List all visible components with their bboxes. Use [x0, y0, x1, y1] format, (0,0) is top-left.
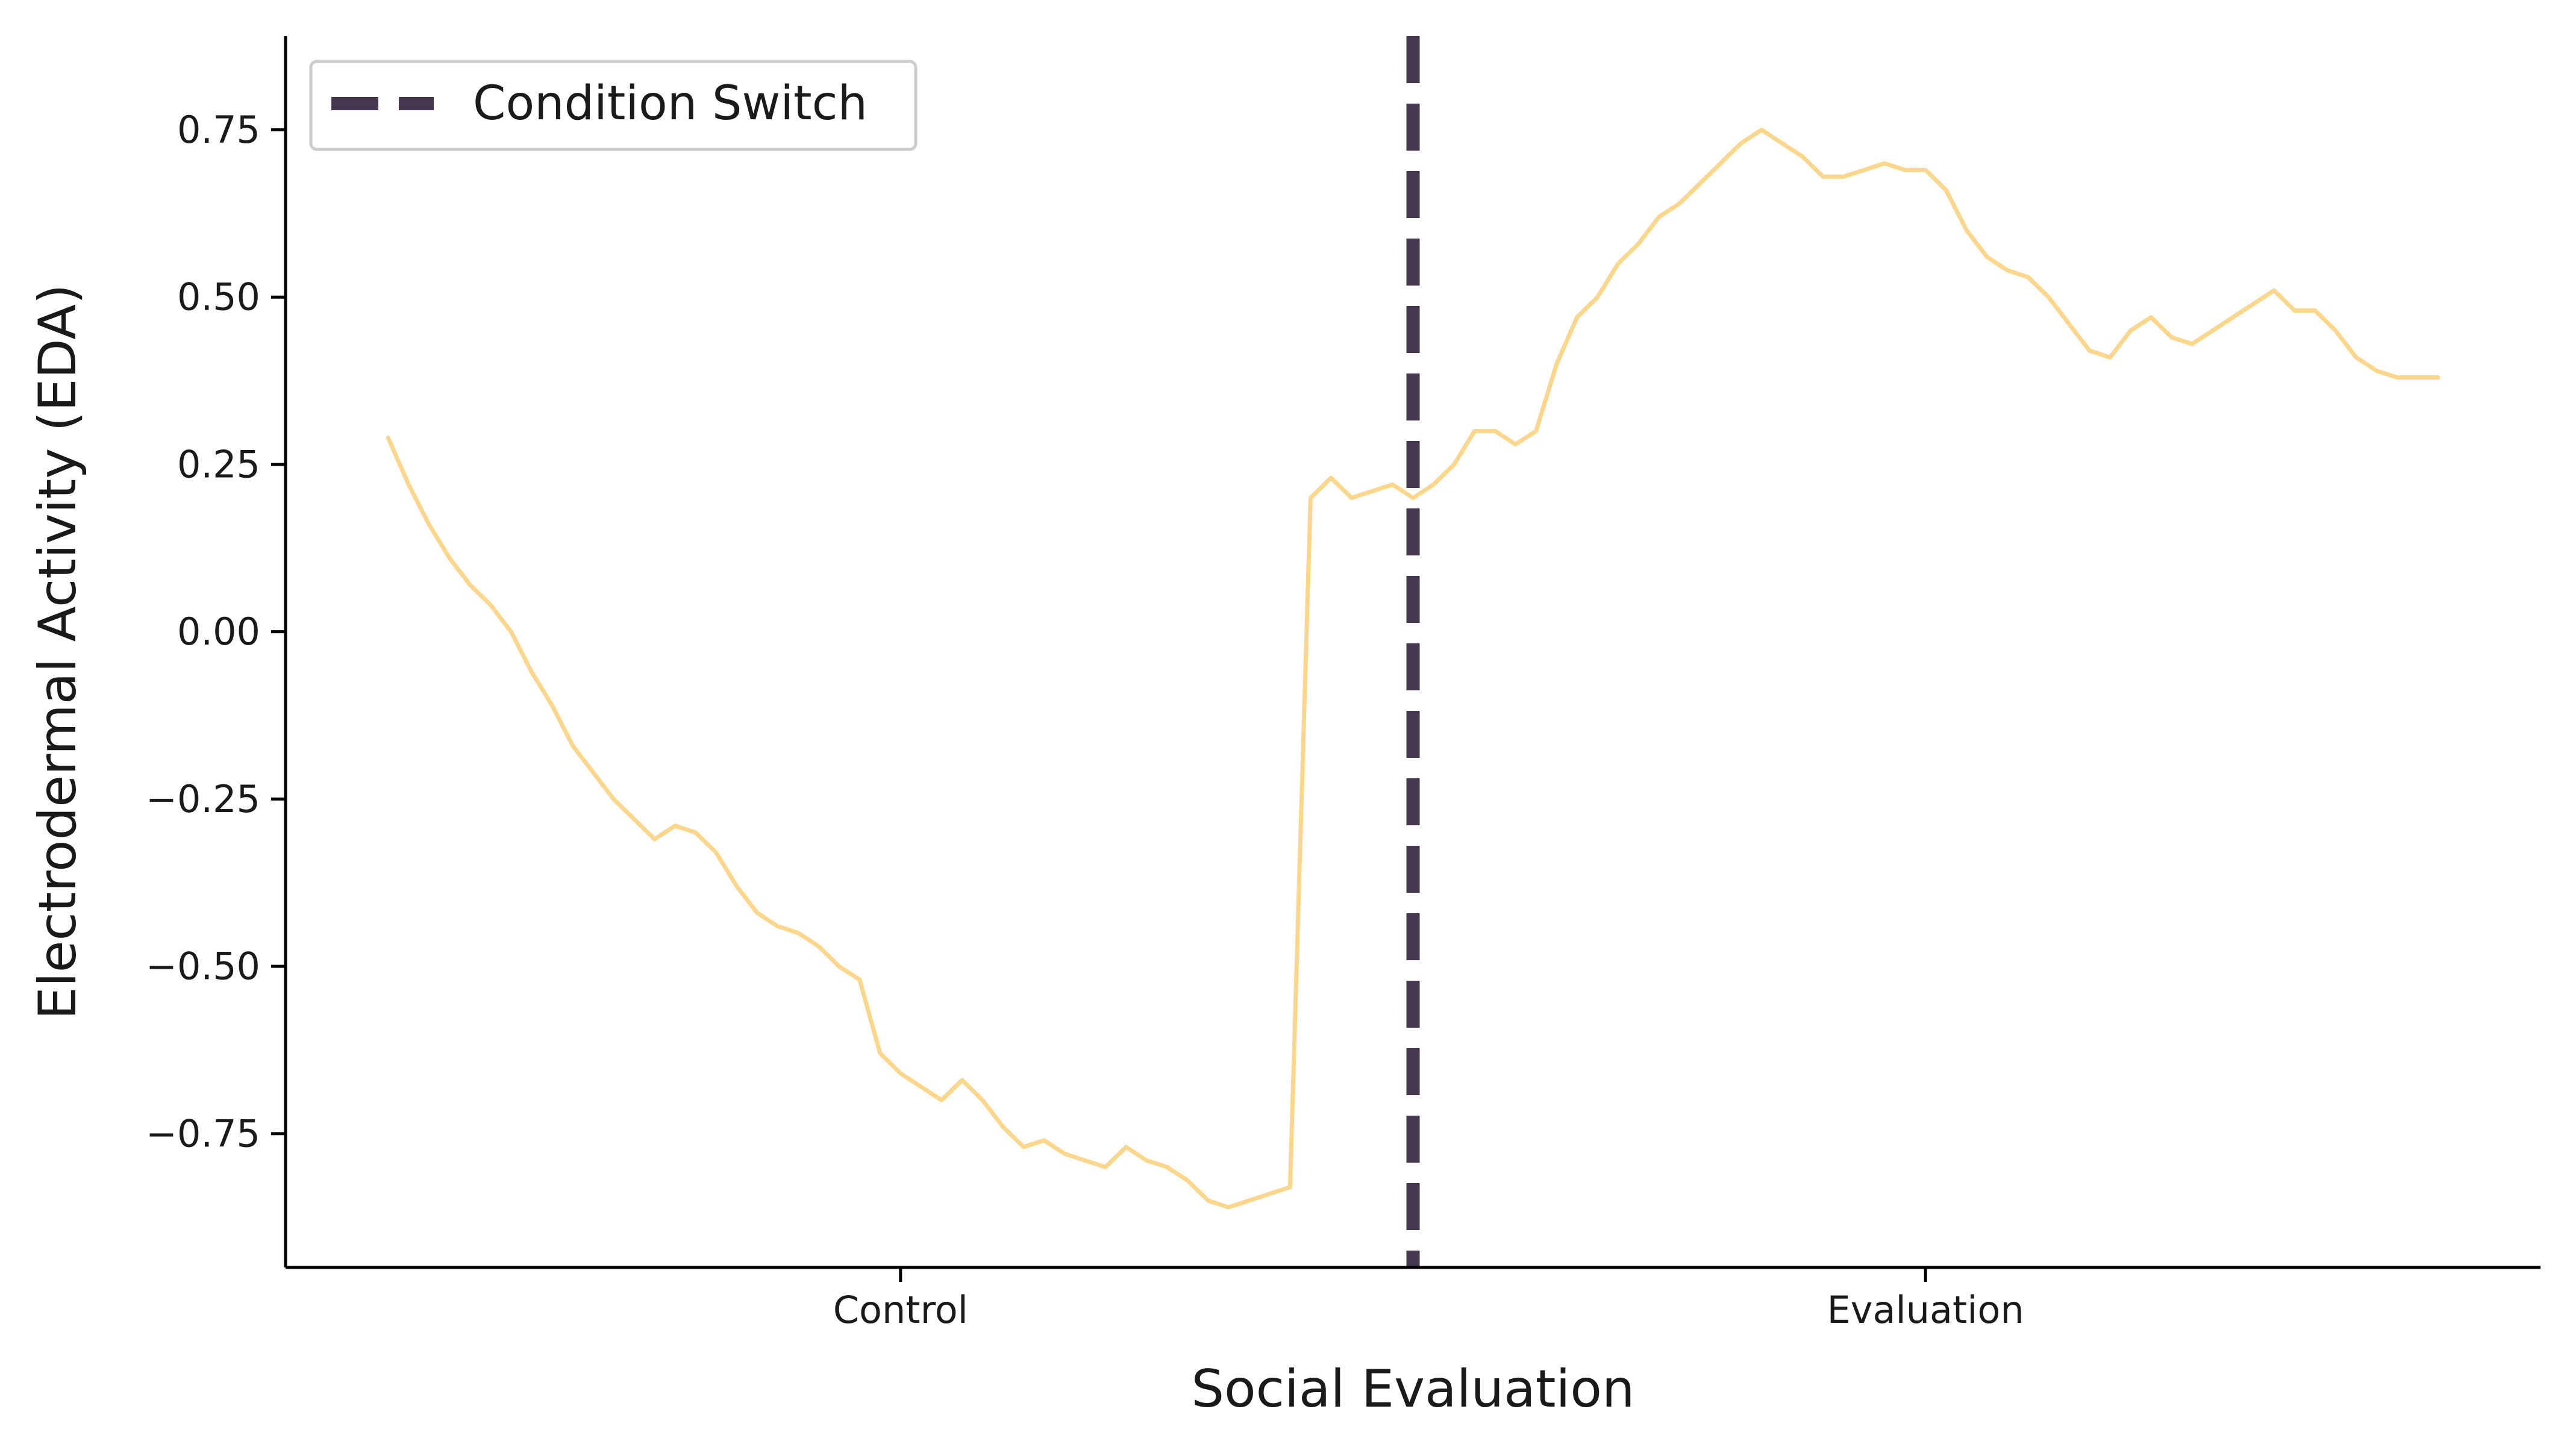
y-tick-label: 0.75: [177, 108, 260, 152]
axes: [284, 36, 2541, 1269]
plot-area: [386, 36, 2441, 1267]
y-tick-label: 0.00: [177, 610, 260, 654]
legend-frame: [309, 60, 918, 151]
legend: Condition Switch: [309, 60, 918, 151]
y-tick-label: −0.50: [146, 945, 260, 989]
x-axis-ticks: Control Evaluation: [833, 1267, 2024, 1332]
y-axis-label: Electrodermal Activity (EDA): [28, 284, 88, 1019]
y-tick-label: 0.50: [177, 275, 260, 319]
x-axis-label: Social Evaluation: [1191, 1359, 1634, 1419]
eda-series-line: [386, 128, 2441, 1210]
y-axis-ticks: −0.75 −0.50 −0.25 0.00 0.25 0.50 0.75: [146, 108, 286, 1155]
x-tick-label: Control: [833, 1288, 968, 1332]
x-tick-label: Evaluation: [1827, 1288, 2024, 1332]
legend-label-condition-switch: Condition Switch: [473, 77, 868, 131]
y-tick-label: −0.25: [146, 777, 260, 821]
y-tick-label: 0.25: [177, 442, 260, 486]
y-tick-label: −0.75: [146, 1111, 260, 1155]
